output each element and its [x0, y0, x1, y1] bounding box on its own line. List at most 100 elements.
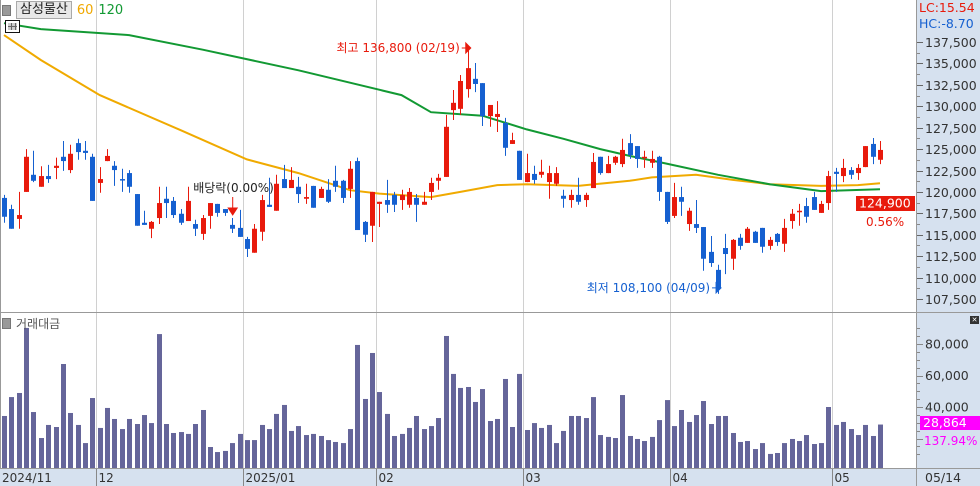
volume-bar[interactable] [208, 447, 213, 468]
volume-bar[interactable] [46, 424, 51, 468]
candle[interactable] [414, 194, 419, 222]
volume-bar[interactable] [17, 392, 22, 468]
volume-bar[interactable] [24, 327, 29, 468]
candle[interactable] [149, 221, 154, 239]
candle[interactable] [230, 218, 235, 234]
volume-bar[interactable] [613, 438, 618, 468]
candle[interactable] [61, 140, 66, 171]
candle[interactable] [525, 153, 530, 183]
candle[interactable] [333, 165, 338, 192]
volume-bar[interactable] [539, 427, 544, 468]
volume-bar[interactable] [716, 415, 721, 468]
volume-bar[interactable] [83, 443, 88, 468]
volume-bar[interactable] [731, 432, 736, 468]
table-grid-icon[interactable] [5, 20, 20, 33]
volume-bar[interactable] [179, 432, 184, 468]
candle[interactable] [488, 104, 493, 127]
volume-bar[interactable] [2, 415, 7, 468]
volume-bar[interactable] [723, 415, 728, 468]
volume-bar[interactable] [584, 418, 589, 468]
volume-bar[interactable] [782, 443, 787, 468]
volume-bar[interactable] [760, 443, 765, 468]
candle[interactable] [701, 227, 706, 271]
candle[interactable] [422, 191, 427, 205]
candle[interactable] [687, 207, 692, 231]
candle[interactable] [289, 167, 294, 189]
volume-bar[interactable] [193, 424, 198, 468]
candle[interactable] [863, 146, 868, 168]
volume-bar[interactable] [878, 424, 883, 468]
volume-bar[interactable] [149, 423, 154, 468]
candle[interactable] [510, 132, 515, 144]
volume-bar[interactable] [628, 435, 633, 468]
candle[interactable] [54, 157, 59, 180]
candle[interactable] [171, 197, 176, 219]
volume-bar[interactable] [201, 409, 206, 468]
candle[interactable] [503, 117, 508, 156]
volume-bar[interactable] [819, 443, 824, 468]
volume-bar[interactable] [311, 433, 316, 468]
candle[interactable] [782, 218, 787, 252]
candle[interactable] [326, 179, 331, 204]
volume-bar[interactable] [797, 441, 802, 468]
candle[interactable] [9, 204, 14, 229]
candle[interactable] [856, 164, 861, 180]
volume-bar[interactable] [561, 430, 566, 468]
volume-bar[interactable] [422, 429, 427, 468]
candle[interactable] [355, 157, 360, 231]
volume-bar[interactable] [260, 424, 265, 468]
volume-bar[interactable] [841, 421, 846, 468]
volume-bar[interactable] [341, 443, 346, 468]
volume-bar[interactable] [245, 440, 250, 468]
candle[interactable] [363, 221, 368, 243]
candle[interactable] [826, 170, 831, 210]
volume-bar[interactable] [495, 418, 500, 468]
candle[interactable] [517, 150, 522, 180]
candle[interactable] [348, 161, 353, 198]
ma60-legend[interactable]: 60 [76, 2, 94, 18]
candle[interactable] [186, 186, 191, 222]
candle[interactable] [68, 144, 73, 174]
candle[interactable] [238, 209, 243, 237]
volume-bar[interactable] [377, 392, 382, 468]
volume-bar[interactable] [414, 415, 419, 468]
candle[interactable] [473, 62, 478, 93]
volume-bar[interactable] [804, 435, 809, 468]
volume-bar[interactable] [363, 398, 368, 468]
volume-bar[interactable] [9, 397, 14, 468]
volume-bar[interactable] [289, 430, 294, 468]
candle[interactable] [245, 236, 250, 258]
volume-bar[interactable] [709, 424, 714, 468]
volume-bar[interactable] [186, 433, 191, 468]
volume-bar[interactable] [112, 418, 117, 468]
volume-bar[interactable] [76, 424, 81, 468]
candle[interactable] [208, 203, 213, 229]
candle[interactable] [311, 185, 316, 208]
candle[interactable] [193, 219, 198, 237]
candle[interactable] [83, 140, 88, 160]
candle[interactable] [105, 149, 110, 162]
volume-bar[interactable] [304, 435, 309, 468]
candle[interactable] [620, 138, 625, 168]
volume-bar[interactable] [90, 398, 95, 468]
volume-bar[interactable] [768, 453, 773, 468]
candle[interactable] [201, 215, 206, 240]
volume-bar[interactable] [326, 440, 331, 468]
volume-bar[interactable] [525, 429, 530, 468]
candle[interactable] [797, 203, 802, 226]
candle[interactable] [775, 233, 780, 246]
candle[interactable] [429, 177, 434, 201]
candle[interactable] [694, 200, 699, 234]
volume-bar[interactable] [444, 335, 449, 468]
candle[interactable] [753, 230, 758, 243]
candle[interactable] [112, 161, 117, 186]
volume-bar[interactable] [650, 436, 655, 468]
candle[interactable] [127, 170, 132, 193]
volume-bar[interactable] [319, 435, 324, 468]
volume-bar[interactable] [826, 407, 831, 468]
candle[interactable] [260, 194, 265, 241]
candle[interactable] [164, 186, 169, 219]
candle[interactable] [768, 236, 773, 250]
volume-bar[interactable] [488, 421, 493, 468]
candle[interactable] [554, 167, 559, 186]
